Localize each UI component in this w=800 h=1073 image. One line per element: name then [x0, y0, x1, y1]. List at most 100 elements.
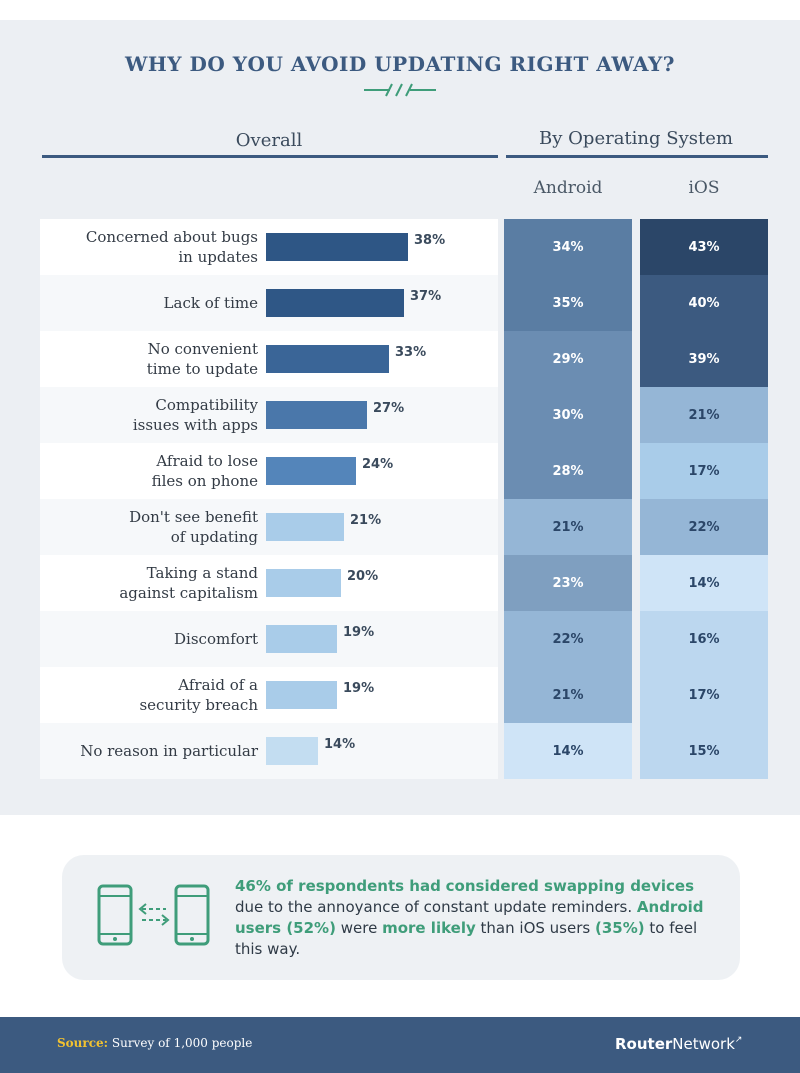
category-label-line: Afraid of a — [178, 676, 258, 694]
ios-cell: 22% — [640, 499, 768, 555]
overall-value: 21% — [350, 513, 382, 528]
category-label-text: Don't see benefit of updating — [129, 507, 258, 547]
android-cell: 35% — [504, 275, 632, 331]
ios-cell: 40% — [640, 275, 768, 331]
overall-value: 20% — [347, 569, 379, 584]
android-cell: 28% — [504, 443, 632, 499]
category-label-line: against capitalism — [119, 584, 258, 602]
category-label-line: files on phone — [151, 472, 258, 490]
category-label: Concerned about bugs in updates — [40, 219, 258, 275]
ios-cell: 16% — [640, 611, 768, 667]
ios-cell: 17% — [640, 443, 768, 499]
brand-mark-icon: ↗ — [734, 1035, 743, 1045]
category-label-text: Concerned about bugs in updates — [86, 227, 258, 267]
category-label-line: Don't see benefit — [129, 508, 258, 526]
overall-bar — [266, 289, 404, 317]
category-label-line: in updates — [178, 248, 258, 266]
category-label-text: Discomfort — [174, 629, 258, 649]
callout-android: Android users (52%) — [235, 898, 704, 937]
callout-text: 46% of respondents had considered swappi… — [235, 876, 705, 960]
by-os-rule — [506, 155, 768, 158]
android-header: Android — [533, 178, 603, 198]
android-cell: 30% — [504, 387, 632, 443]
brand-logo: RouterNetwork↗ — [615, 1035, 742, 1053]
overall-value: 24% — [362, 457, 394, 472]
category-label-text: Taking a stand against capitalism — [119, 563, 258, 603]
category-label-line: Discomfort — [174, 630, 258, 648]
callout-more-likely: more likely — [382, 919, 476, 937]
category-label-text: No convenient time to update — [147, 339, 258, 379]
callout-end: to feel this way. — [235, 919, 698, 958]
overall-value: 38% — [414, 233, 446, 248]
source-text: Survey of 1,000 people — [111, 1036, 253, 1050]
category-label: No convenient time to update — [40, 331, 258, 387]
category-label-line: security breach — [139, 696, 258, 714]
callout-stat: 46% of respondents had — [235, 877, 441, 895]
phone-swap-icon — [97, 884, 210, 946]
callout-ios: (35%) — [594, 919, 645, 937]
category-label-line: time to update — [146, 360, 258, 378]
ios-cell: 14% — [640, 555, 768, 611]
category-label-line: Afraid to lose — [156, 452, 258, 470]
category-label-text: Compatibility issues with apps — [133, 395, 258, 435]
category-label: Discomfort — [40, 611, 258, 667]
overall-bar — [266, 401, 367, 429]
category-label-text: Afraid of a security breach — [139, 675, 258, 715]
android-cell: 23% — [504, 555, 632, 611]
overall-bar — [266, 681, 337, 709]
overall-bar — [266, 625, 337, 653]
category-label-line: Taking a stand — [146, 564, 258, 582]
title-divider-icon — [364, 83, 436, 97]
android-cell: 34% — [504, 219, 632, 275]
callout-body: due to the annoyance of constant update … — [235, 898, 633, 916]
source-note: Source: Survey of 1,000 people — [57, 1036, 252, 1050]
overall-bar — [266, 513, 344, 541]
overall-value: 33% — [395, 345, 427, 360]
category-label-line: Lack of time — [163, 294, 258, 312]
overall-value: 19% — [343, 625, 375, 640]
android-cell: 22% — [504, 611, 632, 667]
overall-bar — [266, 345, 389, 373]
callout-highlight: considered swapping devices — [445, 877, 695, 895]
ios-cell: 43% — [640, 219, 768, 275]
category-label-text: Afraid to lose files on phone — [152, 451, 258, 491]
category-label: No reason in particular — [40, 723, 258, 779]
overall-bar — [266, 233, 408, 261]
ios-cell: 15% — [640, 723, 768, 779]
category-label-line: Compatibility — [155, 396, 258, 414]
ios-cell: 39% — [640, 331, 768, 387]
category-label: Don't see benefit of updating — [40, 499, 258, 555]
brand-rest: Network — [672, 1035, 735, 1053]
android-cell: 21% — [504, 667, 632, 723]
overall-value: 37% — [410, 289, 442, 304]
category-label-line: No reason in particular — [80, 742, 258, 760]
callout-were: were — [340, 919, 378, 937]
ios-cell: 17% — [640, 667, 768, 723]
overall-value: 19% — [343, 681, 375, 696]
brand-bold: Router — [615, 1035, 673, 1053]
category-label: Compatibility issues with apps — [40, 387, 258, 443]
android-cell: 29% — [504, 331, 632, 387]
overall-value: 14% — [324, 737, 356, 752]
category-label: Lack of time — [40, 275, 258, 331]
overall-value: 27% — [373, 401, 405, 416]
overall-header: Overall — [235, 130, 303, 151]
overall-bar — [266, 569, 341, 597]
category-label-line: Concerned about bugs — [85, 228, 258, 246]
ios-cell: 21% — [640, 387, 768, 443]
android-cell: 14% — [504, 723, 632, 779]
by-os-header: By Operating System — [539, 128, 733, 149]
callout-than: than iOS users — [480, 919, 591, 937]
overall-rule — [42, 155, 498, 158]
footer — [0, 1017, 800, 1073]
category-label-line: of updating — [170, 528, 258, 546]
category-label: Afraid of a security breach — [40, 667, 258, 723]
category-label-text: Lack of time — [164, 293, 258, 313]
category-label-line: No convenient — [147, 340, 258, 358]
source-label: Source: — [57, 1036, 109, 1050]
category-label: Afraid to lose files on phone — [40, 443, 258, 499]
chart-title: WHY DO YOU AVOID UPDATING RIGHT AWAY? — [124, 52, 676, 76]
overall-bar — [266, 457, 356, 485]
ios-header: iOS — [688, 178, 720, 198]
category-label: Taking a stand against capitalism — [40, 555, 258, 611]
